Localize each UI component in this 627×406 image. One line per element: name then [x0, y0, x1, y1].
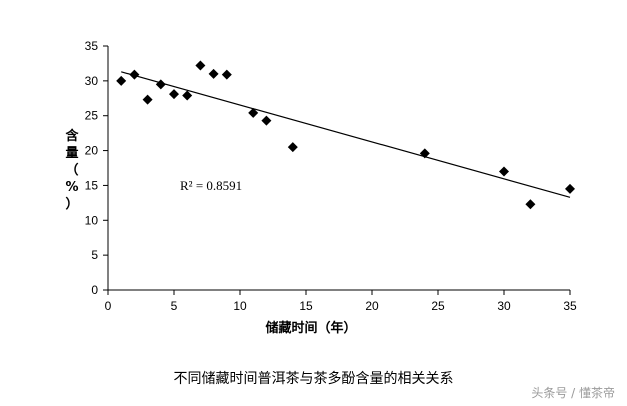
x-tick-label: 15 — [299, 299, 313, 313]
data-point — [169, 89, 179, 100]
data-point — [525, 199, 536, 210]
data-point — [499, 166, 509, 177]
data-point — [208, 68, 219, 79]
x-tick-label: 0 — [105, 299, 112, 313]
data-point — [248, 107, 259, 118]
y-tick-label: 10 — [85, 213, 99, 227]
y-ticks: 0 5 10 15 20 25 30 35 — [85, 39, 108, 297]
data-point — [155, 79, 166, 90]
data-point — [261, 115, 272, 126]
data-point — [182, 90, 193, 101]
x-tick-label: 5 — [171, 299, 178, 313]
x-ticks: 0 5 10 15 20 25 30 35 — [105, 290, 577, 313]
x-tick-label: 25 — [431, 299, 445, 313]
data-point — [221, 69, 232, 80]
data-point — [142, 94, 153, 105]
y-tick-label: 20 — [85, 144, 99, 158]
data-point — [565, 183, 575, 194]
y-tick-label: 5 — [91, 248, 98, 262]
y-axis-label-char: % — [65, 180, 78, 195]
r-squared-annotation: R² = 0.8591 — [180, 178, 242, 193]
trendline — [121, 71, 571, 198]
x-tick-label: 10 — [233, 299, 247, 313]
y-axis-label-char: 量 — [65, 146, 78, 161]
y-axis-label: 含量（%） — [64, 128, 79, 212]
axes — [107, 46, 570, 291]
figure-caption: 不同储藏时间普洱茶与茶多酚含量的相关关系 — [173, 371, 454, 387]
y-tick-label: 15 — [85, 178, 99, 192]
data-point — [195, 60, 206, 71]
data-point — [419, 148, 430, 159]
y-axis-label-char: 含 — [64, 128, 79, 144]
y-tick-label: 0 — [91, 283, 98, 297]
data-point — [287, 142, 298, 153]
y-axis-label-char: （ — [65, 162, 78, 178]
x-tick-label: 30 — [497, 299, 511, 313]
data-point — [116, 75, 127, 86]
y-tick-label: 25 — [85, 109, 99, 123]
y-axis-label-char: ） — [65, 196, 78, 212]
data-point — [129, 69, 140, 80]
y-tick-label: 30 — [85, 74, 99, 88]
x-tick-label: 20 — [365, 299, 379, 313]
x-axis-label: 储藏时间（年） — [264, 320, 356, 336]
x-tick-label: 35 — [563, 299, 577, 313]
watermark: 头条号 / 懂茶帝 — [531, 386, 615, 400]
data-points — [116, 60, 575, 210]
y-tick-label: 35 — [85, 39, 99, 53]
